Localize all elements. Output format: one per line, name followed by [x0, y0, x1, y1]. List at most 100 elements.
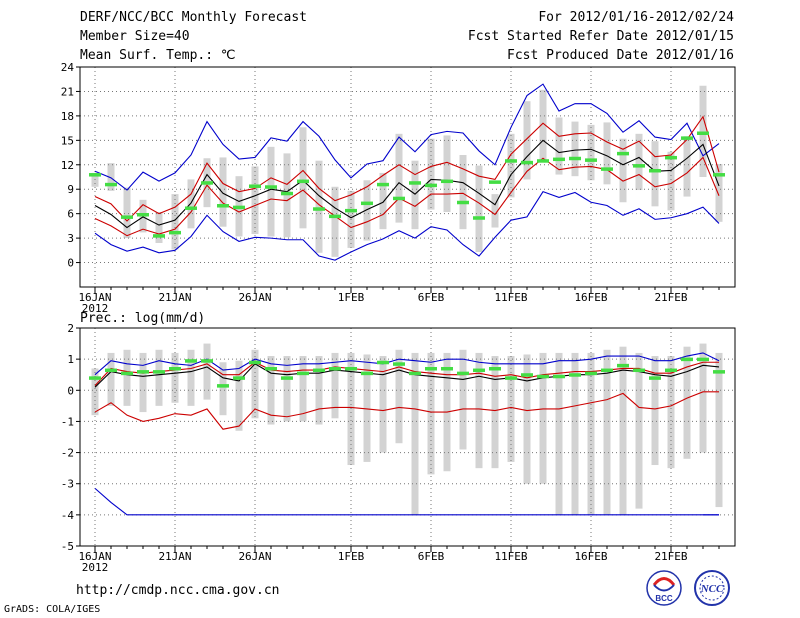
- prec-ensemble-box: [379, 356, 387, 453]
- temp-clim-marker: [361, 201, 373, 206]
- prec-clim-marker: [617, 363, 629, 368]
- temp-ensemble-box: [459, 155, 467, 230]
- temp-xtick-label: 6FEB: [418, 291, 445, 304]
- temp-clim-marker: [233, 205, 245, 210]
- prec-clim-marker: [569, 373, 581, 377]
- prec-clim-marker: [489, 366, 501, 371]
- prec-clim-marker: [201, 359, 213, 363]
- prec-ensemble-box: [491, 356, 499, 469]
- temp-ensemble-box: [619, 138, 627, 203]
- temp-ytick-label: 21: [61, 85, 74, 98]
- temp-ensemble-box: [299, 127, 307, 229]
- prec-ensemble-box: [123, 349, 131, 406]
- temp-ytick-label: 12: [61, 159, 74, 172]
- prec-ensemble-box: [411, 352, 419, 515]
- temp-ensemble-box: [363, 180, 371, 241]
- temp-clim-marker: [105, 182, 117, 187]
- prec-ensemble-box: [139, 352, 147, 413]
- temp-ensemble-box: [427, 138, 435, 210]
- prec-clim-marker: [249, 360, 261, 365]
- temp-clim-marker: [185, 206, 197, 210]
- prec-xtick-label: 6FEB: [418, 550, 445, 563]
- temp-clim-marker: [265, 185, 277, 189]
- temp-ytick-label: 9: [67, 183, 74, 196]
- source-url[interactable]: http://cmdp.ncc.cma.gov.cn: [76, 583, 280, 598]
- prec-ensemble-box: [523, 354, 531, 484]
- prec-ensemble-box: [331, 352, 339, 419]
- prec-ensemble-box: [91, 368, 99, 416]
- temp-ensemble-box: [267, 146, 275, 237]
- prec-clim-marker: [137, 370, 149, 374]
- temp-clim-marker: [441, 179, 453, 184]
- temp-ytick-label: 6: [67, 208, 74, 221]
- prec-ensemble-box: [555, 352, 563, 515]
- temp-ytick-label: 24: [61, 61, 75, 74]
- prec-ytick-label: -3: [61, 478, 74, 491]
- prec-ensemble-box: [171, 352, 179, 403]
- temp-ensemble-box: [475, 165, 483, 252]
- ncc-logo: NCC: [694, 570, 730, 606]
- temp-ensemble-box: [667, 151, 675, 211]
- temp-ensemble-box: [699, 85, 707, 177]
- temp-ensemble-box: [283, 153, 291, 238]
- prec-clim-marker: [521, 373, 533, 377]
- prec-ensemble-box: [683, 346, 691, 459]
- prec-frame: [79, 327, 736, 547]
- temp-line-min: [94, 191, 720, 261]
- temp-ytick-label: 3: [67, 232, 74, 245]
- bcc-logo-text: BCC: [655, 594, 673, 603]
- prec-clim-marker: [649, 376, 661, 380]
- temp-ensemble-box: [171, 194, 179, 250]
- temp-clim-marker: [617, 151, 629, 156]
- temp-clim-marker: [297, 179, 309, 184]
- temp-clim-marker: [553, 157, 565, 162]
- temp-ensemble-box: [123, 187, 131, 239]
- prec-ensemble-box: [715, 352, 723, 508]
- prec-ytick-label: -1: [61, 415, 74, 428]
- prec-clim-marker: [89, 376, 101, 380]
- temp-ensemble-box: [219, 157, 227, 227]
- temp-line-mean: [94, 139, 720, 229]
- prec-xtick-label: 16FEB: [574, 550, 607, 563]
- temp-clim-marker: [681, 136, 693, 140]
- prec-clim-marker: [425, 366, 437, 371]
- prec-clim-marker: [697, 357, 709, 362]
- prec-clim-marker: [217, 384, 229, 388]
- temp-xtick-label: 21FEB: [654, 291, 687, 304]
- variable-label: Mean Surf. Temp.: ℃: [80, 48, 236, 63]
- prec-ensemble-box: [315, 356, 323, 425]
- temp-line-upper: [94, 115, 720, 222]
- prec-ensemble-box: [219, 362, 227, 416]
- prec-ensemble-box: [571, 352, 579, 515]
- temp-ensemble-box: [331, 186, 339, 257]
- temp-ensemble-box: [523, 101, 531, 180]
- temp-clim-marker: [633, 164, 645, 168]
- prec-ensemble-box: [395, 349, 403, 444]
- fcst-started-date: Fcst Started Refer Date 2012/01/15: [467, 29, 734, 44]
- prec-xtick-label: 21JAN: [158, 550, 191, 563]
- temp-clim-marker: [505, 159, 517, 163]
- prec-ytick-label: 2: [67, 322, 74, 335]
- prec-year-label: 2012: [82, 561, 109, 574]
- prec-line-min: [94, 487, 719, 516]
- prec-ytick-label: 1: [67, 353, 74, 366]
- temp-clim-marker: [329, 214, 341, 219]
- temp-ensemble-box: [507, 133, 515, 198]
- prec-ytick-label: -5: [61, 540, 74, 553]
- prec-ensemble-box: [203, 343, 211, 400]
- prec-clim-marker: [297, 371, 309, 376]
- prec-ensemble-box: [283, 356, 291, 422]
- prec-clim-marker: [121, 371, 133, 376]
- temp-xtick-label: 16JAN: [78, 291, 111, 304]
- prec-ensemble-box: [427, 352, 435, 475]
- prec-clim-marker: [233, 376, 245, 380]
- prec-clim-marker: [361, 371, 373, 376]
- prec-clim-marker: [281, 376, 293, 380]
- chart-title: DERF/NCC/BCC Monthly Forecast: [80, 10, 307, 25]
- prec-clim-marker: [105, 368, 117, 373]
- temp-clim-marker: [313, 207, 325, 211]
- temp-ensemble-box: [539, 89, 547, 163]
- prec-line-upper: [94, 361, 719, 386]
- temp-clim-marker: [121, 215, 133, 219]
